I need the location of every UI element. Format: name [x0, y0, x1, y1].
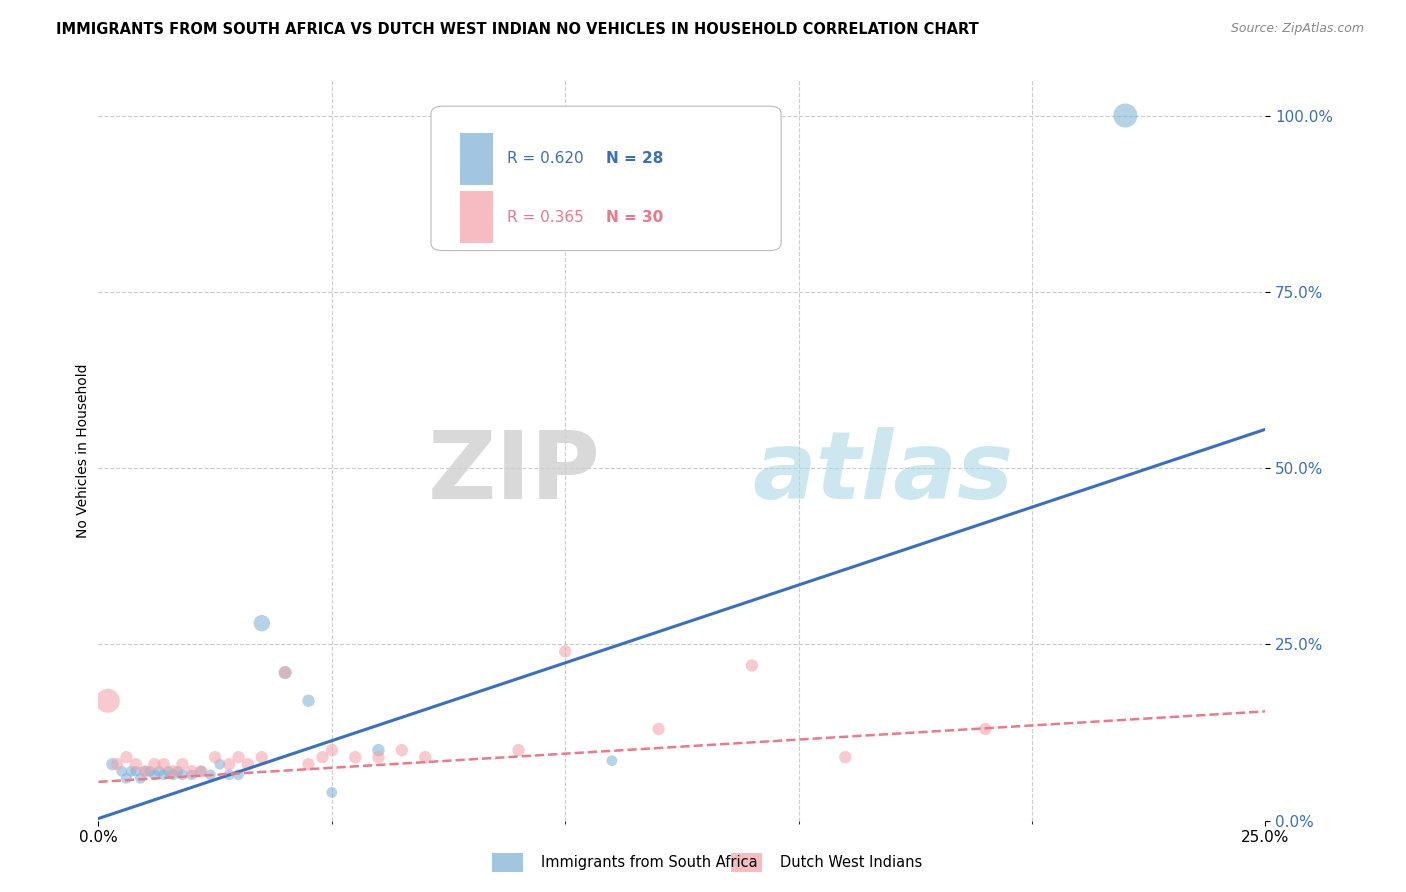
Text: atlas: atlas [752, 426, 1014, 518]
Text: R = 0.365: R = 0.365 [508, 210, 583, 225]
Point [413, 750, 436, 764]
FancyBboxPatch shape [460, 191, 494, 244]
Point [166, 764, 188, 779]
Text: ZIP: ZIP [427, 426, 600, 518]
FancyBboxPatch shape [460, 133, 494, 185]
Point [321, 785, 343, 799]
Point [152, 768, 174, 782]
Point [143, 757, 166, 772]
Point [311, 750, 333, 764]
Point [250, 750, 273, 764]
Point [554, 644, 576, 658]
Point [134, 764, 156, 779]
Point [1114, 109, 1136, 123]
Point [143, 768, 166, 782]
Point [180, 764, 202, 779]
Text: Immigrants from South Africa: Immigrants from South Africa [541, 855, 758, 870]
Text: N = 30: N = 30 [606, 210, 664, 225]
FancyBboxPatch shape [432, 106, 782, 251]
Point [157, 764, 180, 779]
Point [228, 750, 250, 764]
Point [391, 743, 413, 757]
Point [834, 750, 856, 764]
Point [236, 757, 259, 772]
Point [125, 757, 148, 772]
Point [208, 757, 231, 772]
Point [172, 768, 194, 782]
Point [297, 694, 319, 708]
Point [218, 757, 240, 772]
Text: Dutch West Indians: Dutch West Indians [780, 855, 922, 870]
Point [200, 768, 222, 782]
Point [297, 757, 319, 772]
Point [647, 722, 669, 736]
Point [172, 757, 194, 772]
Point [105, 757, 128, 772]
Point [125, 764, 148, 779]
Text: IMMIGRANTS FROM SOUTH AFRICA VS DUTCH WEST INDIAN NO VEHICLES IN HOUSEHOLD CORRE: IMMIGRANTS FROM SOUTH AFRICA VS DUTCH WE… [56, 22, 979, 37]
Point [600, 754, 623, 768]
Point [180, 768, 202, 782]
Point [367, 750, 389, 764]
Point [228, 768, 250, 782]
Point [218, 768, 240, 782]
Text: Source: ZipAtlas.com: Source: ZipAtlas.com [1230, 22, 1364, 36]
Point [152, 757, 174, 772]
Point [120, 764, 142, 779]
Point [162, 768, 184, 782]
Point [148, 764, 170, 779]
Point [274, 665, 297, 680]
Point [274, 665, 297, 680]
Point [190, 764, 212, 779]
Y-axis label: No Vehicles in Household: No Vehicles in Household [76, 363, 90, 538]
Text: N = 28: N = 28 [606, 152, 664, 167]
Point [367, 743, 389, 757]
Point [974, 722, 997, 736]
Point [111, 764, 134, 779]
Point [162, 764, 184, 779]
Point [741, 658, 763, 673]
Point [508, 743, 530, 757]
Point [344, 750, 367, 764]
Point [139, 764, 162, 779]
Point [250, 616, 273, 631]
Point [134, 764, 156, 779]
Point [190, 764, 212, 779]
Point [97, 694, 120, 708]
Point [204, 750, 226, 764]
Text: R = 0.620: R = 0.620 [508, 152, 583, 167]
Point [101, 757, 124, 772]
Point [115, 772, 138, 786]
Point [321, 743, 343, 757]
Point [129, 772, 152, 786]
Point [115, 750, 138, 764]
